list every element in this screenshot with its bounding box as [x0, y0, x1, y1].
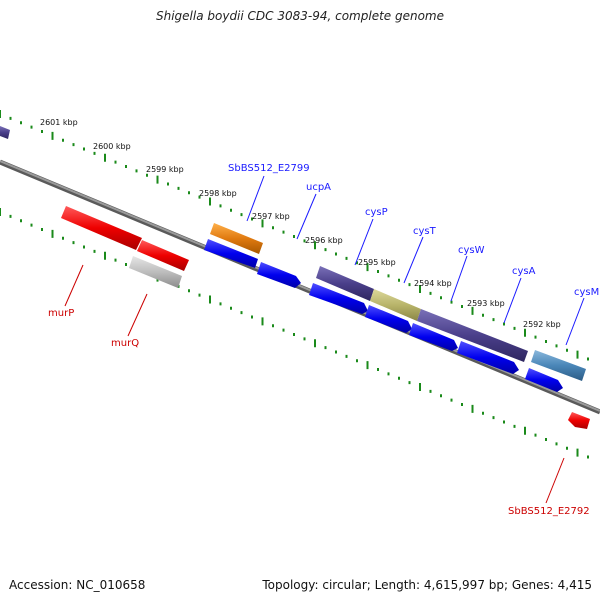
scale-labels: 2601 kbp 2600 kbp 2599 kbp 2598 kbp 2597… — [40, 118, 561, 329]
cds-forward[interactable] — [257, 262, 301, 288]
cds-forward[interactable] — [309, 283, 368, 314]
gene-label[interactable]: cysT — [413, 226, 437, 237]
gene-label[interactable]: SbBS512_E2799 — [228, 163, 310, 174]
scale-label: 2601 kbp — [40, 118, 78, 127]
scale-label: 2594 kbp — [414, 279, 452, 288]
gene-labels: SbBS512_E2799 ucpA cysP cysT cysW cysA c… — [48, 163, 599, 517]
scale-tick-tracks — [0, 110, 589, 459]
feature-cog-red[interactable] — [61, 206, 142, 250]
scale-label: 2599 kbp — [146, 165, 184, 174]
scale-label: 2592 kbp — [523, 320, 561, 329]
accession-text: Accession: NC_010658 — [9, 578, 146, 592]
feature-cog-orange[interactable] — [210, 223, 263, 254]
feature-cog-gray[interactable] — [129, 256, 182, 288]
cds-forward[interactable] — [365, 305, 412, 333]
feature-cog-purple[interactable] — [417, 309, 528, 362]
gene-label[interactable]: murQ — [111, 338, 139, 349]
map-title: Shigella boydii CDC 3083-94, complete ge… — [155, 9, 445, 23]
feature-cog-purple[interactable] — [0, 126, 10, 139]
scale-label: 2597 kbp — [252, 212, 290, 221]
scale-label: 2598 kbp — [199, 189, 237, 198]
cds-reverse[interactable] — [568, 412, 590, 429]
gene-label[interactable]: cysA — [512, 266, 536, 277]
gene-label[interactable]: cysW — [458, 245, 485, 256]
scale-label: 2600 kbp — [93, 142, 131, 151]
scale-label: 2595 kbp — [358, 258, 396, 267]
gene-label[interactable]: cysP — [365, 207, 388, 218]
gene-label[interactable]: cysM — [574, 287, 599, 298]
cog-feature-track — [0, 126, 586, 381]
gene-label[interactable]: SbBS512_E2792 — [508, 506, 590, 517]
cds-forward[interactable] — [204, 239, 258, 268]
feature-cog-steel[interactable] — [531, 350, 586, 381]
feature-cog-olive[interactable] — [370, 289, 421, 321]
feature-cog-red[interactable] — [137, 240, 189, 271]
feature-cog-purple[interactable] — [316, 266, 374, 301]
genome-summary-text: Topology: circular; Length: 4,615,997 bp… — [262, 578, 592, 592]
scale-label: 2593 kbp — [467, 299, 505, 308]
cds-forward[interactable] — [525, 368, 563, 392]
gene-label[interactable]: ucpA — [306, 182, 331, 193]
scale-label: 2596 kbp — [305, 236, 343, 245]
genome-backbone — [0, 159, 600, 415]
gene-label[interactable]: murP — [48, 308, 74, 319]
forward-cds-track — [204, 239, 563, 392]
label-leaders — [64, 175, 585, 504]
cds-forward[interactable] — [457, 341, 519, 374]
reverse-cds-track — [568, 412, 590, 429]
cds-forward[interactable] — [409, 323, 458, 351]
